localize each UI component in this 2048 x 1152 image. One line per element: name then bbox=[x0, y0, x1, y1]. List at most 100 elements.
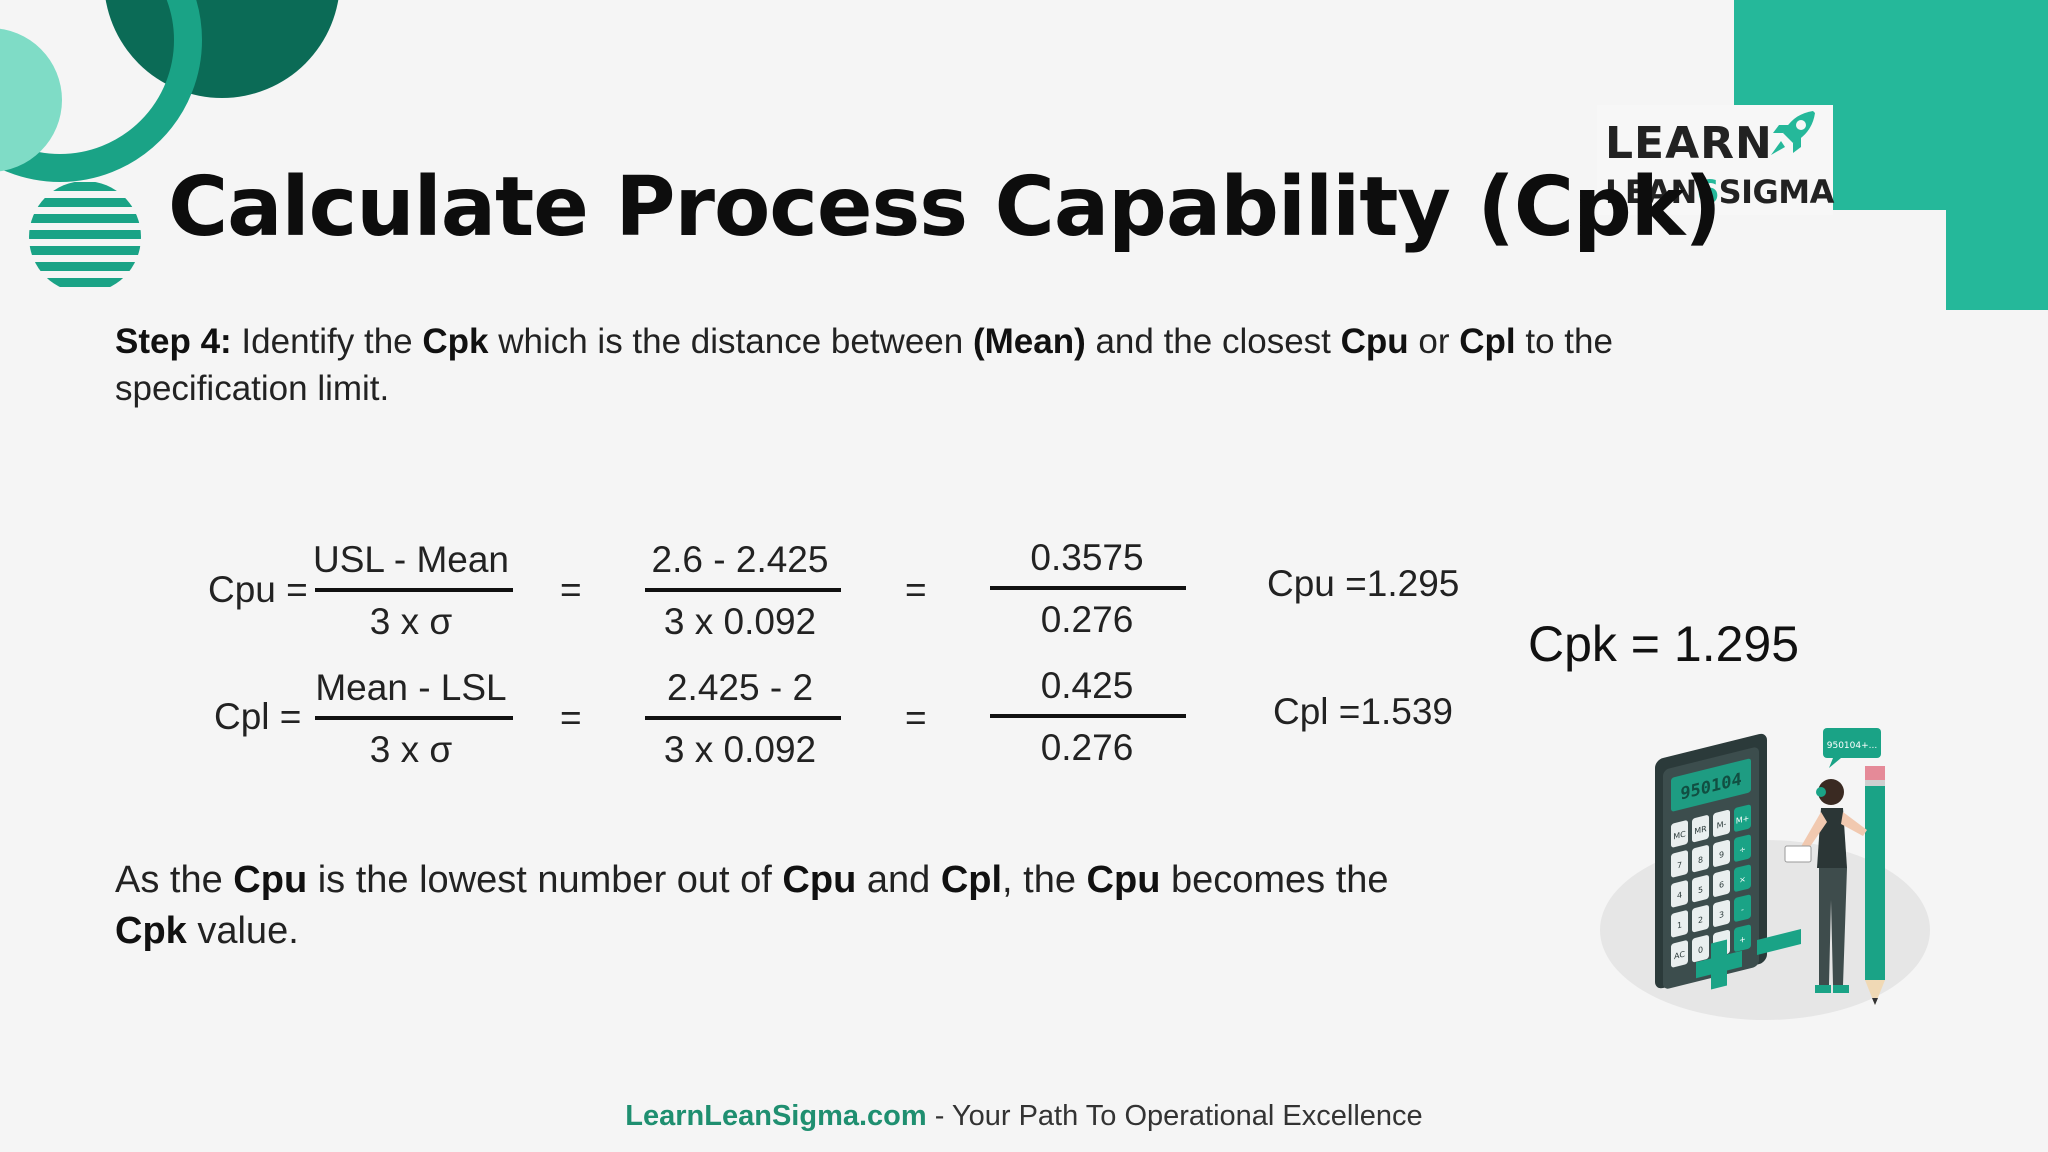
striped-circle-icon bbox=[29, 182, 141, 287]
conclusion-bold: Cpu bbox=[1086, 859, 1161, 901]
footer-site-link[interactable]: LearnLeanSigma.com bbox=[625, 1100, 927, 1132]
cpu-denominator-formula: 3 x σ bbox=[369, 601, 453, 642]
calculator-key bbox=[1713, 809, 1730, 837]
minus-sign-icon bbox=[1757, 929, 1801, 955]
calculator-key bbox=[1692, 905, 1709, 933]
calculator-key bbox=[1671, 880, 1688, 908]
logo-learn-text: LEARN bbox=[1605, 118, 1773, 169]
step-bold: Cpl bbox=[1459, 322, 1516, 361]
rocket-icon bbox=[1771, 111, 1815, 155]
calculator-key bbox=[1713, 899, 1730, 927]
corner-block-bottom bbox=[1946, 200, 2048, 310]
calculator-key bbox=[1734, 834, 1751, 862]
page-title: Calculate Process Capability (Cpk) bbox=[168, 160, 1722, 255]
cpl-result: Cpl =1.539 bbox=[1273, 691, 1453, 732]
calculator-key bbox=[1692, 935, 1709, 963]
cpu-numerator-result: 0.3575 bbox=[1030, 537, 1144, 578]
calculator-key-label: MC bbox=[1673, 828, 1686, 841]
calculator-key-label: ÷ bbox=[1739, 843, 1746, 855]
conclusion-text: As the bbox=[115, 859, 234, 901]
calculator-key bbox=[1692, 815, 1709, 843]
calculator-key bbox=[1671, 940, 1688, 968]
calculator-key bbox=[1671, 850, 1688, 878]
cpl-fraction-line-3 bbox=[990, 714, 1186, 718]
conclusion-bold: Cpl bbox=[940, 859, 1003, 901]
cpu-fraction-line-2 bbox=[645, 588, 841, 592]
conclusion-text: , the bbox=[1002, 859, 1087, 901]
conclusion-text: and bbox=[856, 859, 941, 901]
calculator-key-label: M+ bbox=[1736, 813, 1750, 826]
calculator-key-label: 8 bbox=[1698, 854, 1703, 865]
logo-lean: LEAN bbox=[1605, 173, 1697, 211]
logo: LEARN LEAN6SIGMA bbox=[1597, 105, 1834, 215]
speech-bubble-text: 950104+... bbox=[1827, 741, 1877, 751]
conclusion-bold: Cpu bbox=[233, 859, 308, 901]
cpu-label: Cpu = bbox=[208, 569, 308, 610]
step-text: or bbox=[1408, 322, 1460, 361]
calculator-key-label: M- bbox=[1717, 818, 1727, 830]
cpl-numerator-formula: Mean - LSL bbox=[315, 667, 507, 708]
step-text: to the specification limit. bbox=[115, 322, 1613, 408]
cpu-equals-2: = bbox=[905, 569, 927, 610]
pencil-icon bbox=[1865, 766, 1885, 1005]
calculator-key-label: 6 bbox=[1719, 879, 1724, 890]
cpu-result: Cpu =1.295 bbox=[1267, 563, 1460, 604]
conclusion-bold: Cpu bbox=[782, 859, 857, 901]
cpl-equals-1: = bbox=[560, 697, 582, 738]
logo-lean6sigma-text: LEAN6SIGMA bbox=[1605, 173, 1834, 211]
logo-six: 6 bbox=[1696, 173, 1719, 211]
calculator-key bbox=[1734, 804, 1751, 832]
calculator-key bbox=[1734, 894, 1751, 922]
cpu-equals-1: = bbox=[560, 569, 582, 610]
cpl-fraction-line-1 bbox=[315, 716, 513, 720]
cpl-equals-2: = bbox=[905, 697, 927, 738]
speech-bubble: 950104+... bbox=[1823, 728, 1881, 768]
step-text: Identify the bbox=[231, 322, 423, 361]
footer-tagline: - Your Path To Operational Excellence bbox=[926, 1100, 1423, 1132]
step-paragraph: Step 4: Identify the Cpk which is the di… bbox=[115, 318, 1735, 412]
calculator-key bbox=[1692, 845, 1709, 873]
calculator-key bbox=[1734, 864, 1751, 892]
conclusion-text: is the lowest number out of bbox=[307, 859, 783, 901]
calculator-key bbox=[1734, 924, 1751, 952]
cpu-denominator-result: 0.276 bbox=[1040, 599, 1134, 640]
logo-sigma: SIGMA bbox=[1718, 173, 1835, 211]
cpl-label: Cpl = bbox=[214, 696, 302, 737]
calculator-key-label: 9 bbox=[1719, 849, 1724, 860]
calculator-key-label: + bbox=[1739, 933, 1746, 945]
person-figure bbox=[1784, 779, 1867, 993]
calculator-key-label: 7 bbox=[1677, 859, 1682, 870]
plus-sign-icon bbox=[1696, 939, 1742, 990]
step-bold: Cpk bbox=[422, 322, 489, 361]
conclusion-text: becomes the bbox=[1160, 859, 1389, 901]
step-label: Step 4: bbox=[115, 322, 232, 361]
cpu-denominator-values: 3 x 0.092 bbox=[663, 601, 817, 642]
calculator-key bbox=[1713, 869, 1730, 897]
calculator-key bbox=[1692, 875, 1709, 903]
decorative-circles bbox=[0, 0, 339, 182]
calculator-key-label: 4 bbox=[1677, 889, 1682, 900]
calculator-key-label: - bbox=[1741, 904, 1744, 915]
calculator-key-label: 5 bbox=[1698, 884, 1703, 895]
cpl-denominator-values: 3 x 0.092 bbox=[663, 729, 817, 770]
footer: LearnLeanSigma.com - Your Path To Operat… bbox=[0, 1098, 2048, 1134]
cpu-numerator-formula: USL - Mean bbox=[312, 539, 510, 580]
calculator-key bbox=[1713, 839, 1730, 867]
cpu-numerator-values: 2.6 - 2.425 bbox=[651, 539, 829, 580]
calculator-key-label: × bbox=[1739, 873, 1746, 885]
calculator-key-label: 1 bbox=[1677, 919, 1682, 930]
cpl-numerator-result: 0.425 bbox=[1040, 665, 1134, 706]
calculator-key bbox=[1671, 820, 1688, 848]
cpu-fraction-line-1 bbox=[315, 588, 513, 592]
cpl-denominator-formula: 3 x σ bbox=[369, 729, 453, 770]
calculator-key-label: 3 bbox=[1719, 909, 1724, 920]
cpl-fraction-line-2 bbox=[645, 716, 841, 720]
cpu-fraction-line-3 bbox=[990, 586, 1186, 590]
conclusion-paragraph: As the Cpu is the lowest number out of C… bbox=[115, 855, 1455, 957]
calculator-key-label: AC bbox=[1674, 949, 1685, 962]
step-bold: Cpu bbox=[1340, 322, 1409, 361]
calculator-key bbox=[1671, 910, 1688, 938]
